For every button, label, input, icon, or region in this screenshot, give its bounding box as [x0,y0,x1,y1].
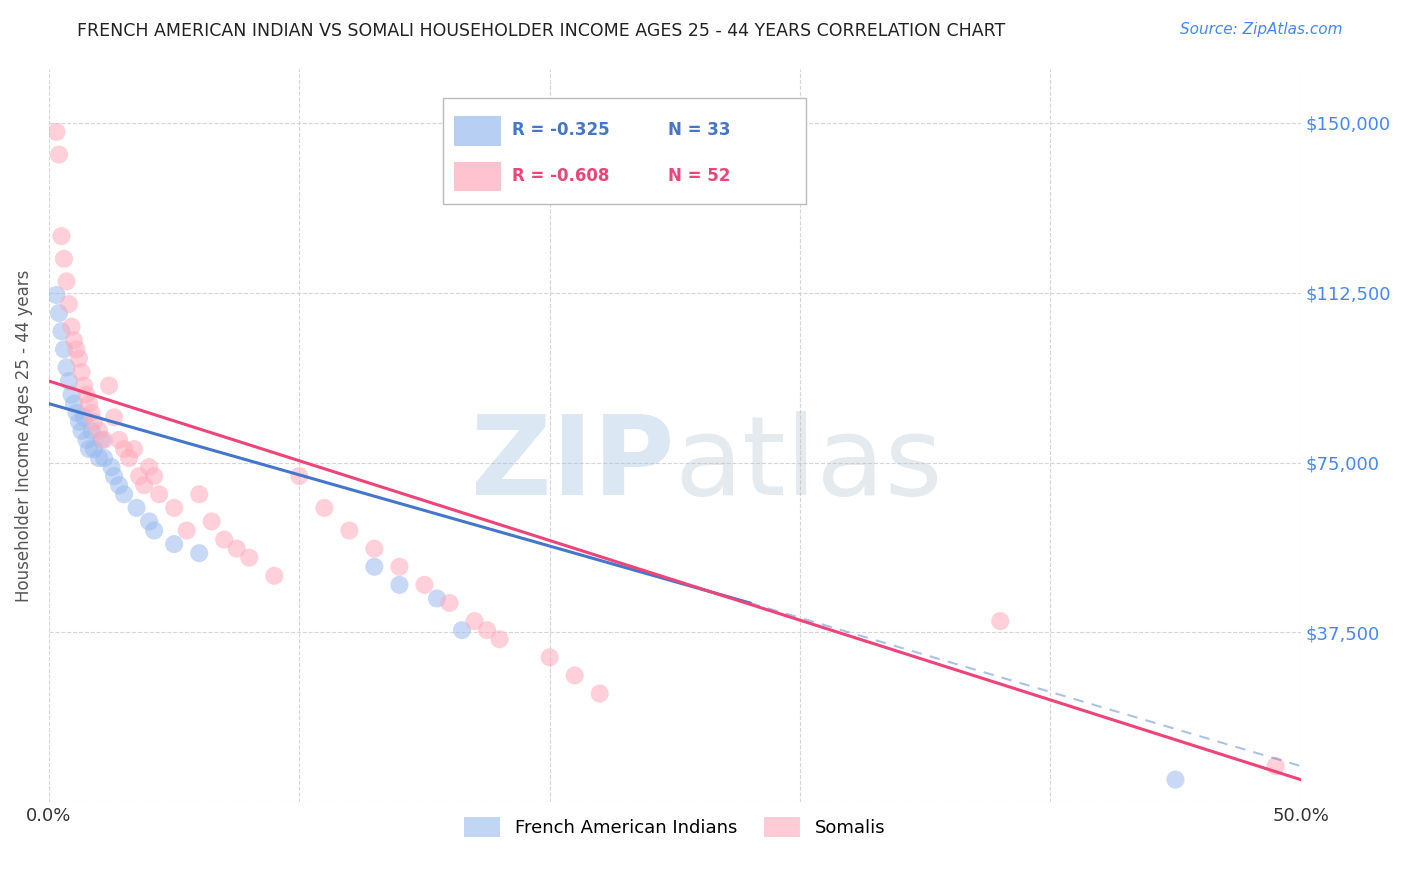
Point [80,406,103,420]
Point [60,319,83,334]
Point [58,297,80,311]
Point [238,550,260,565]
Point [70,365,93,379]
Point [143,469,166,483]
Point [93,433,115,447]
Point [148,487,170,501]
Point [128,469,150,483]
Point [48,306,70,320]
Text: atlas: atlas [675,411,943,518]
Text: ZIP: ZIP [471,411,675,518]
Point [589,687,612,701]
Legend: French American Indians, Somalis: French American Indians, Somalis [457,809,893,845]
Point [67,415,90,429]
Point [45,288,67,302]
Point [98,378,121,392]
Point [212,533,235,547]
Point [122,442,145,456]
Text: FRENCH AMERICAN INDIAN VS SOMALI HOUSEHOLDER INCOME AGES 25 - 44 YEARS CORRELATI: FRENCH AMERICAN INDIAN VS SOMALI HOUSEHO… [77,22,1005,40]
Point [63,333,86,347]
Point [76,387,98,401]
Text: Source: ZipAtlas.com: Source: ZipAtlas.com [1180,22,1343,37]
Point [87,424,110,438]
Point [564,668,586,682]
Point [83,442,105,456]
Point [80,424,103,438]
Point [58,374,80,388]
Point [65,343,87,357]
Point [388,578,411,592]
Point [51,324,73,338]
Point [83,415,105,429]
Point [93,450,115,465]
Point [48,147,70,161]
Point [77,442,100,456]
Point [118,450,141,465]
Point [55,360,77,375]
Point [76,433,98,447]
Point [45,125,67,139]
Point [1264,759,1286,773]
Point [73,410,96,425]
Point [53,252,76,266]
Point [138,460,160,475]
Point [337,524,360,538]
Point [73,378,96,392]
Point [112,442,135,456]
Point [363,559,385,574]
Point [108,478,131,492]
Point [108,433,131,447]
Point [55,274,77,288]
Point [112,487,135,501]
Point [163,500,186,515]
Point [288,469,311,483]
Point [188,487,211,501]
Point [143,524,166,538]
Point [263,569,285,583]
Point [125,500,148,515]
Point [163,537,186,551]
Point [65,406,87,420]
Point [388,559,411,574]
Point [90,433,112,447]
Point [100,460,122,475]
Point [132,478,155,492]
Point [1164,772,1187,787]
Point [538,650,561,665]
Point [488,632,510,647]
Point [451,623,474,637]
Point [464,614,486,628]
Point [77,397,100,411]
Point [363,541,385,556]
Point [201,515,224,529]
Point [103,410,125,425]
Point [53,343,76,357]
Point [475,623,498,637]
Point [225,541,247,556]
Point [103,469,125,483]
Y-axis label: Householder Income Ages 25 - 44 years: Householder Income Ages 25 - 44 years [15,269,32,601]
Point [87,450,110,465]
Point [138,515,160,529]
Point [70,424,93,438]
Point [63,397,86,411]
Point [51,229,73,244]
Point [439,596,461,610]
Point [413,578,436,592]
Point [314,500,336,515]
Point [176,524,198,538]
Point [60,387,83,401]
Point [188,546,211,560]
Point [67,351,90,366]
Point [988,614,1011,628]
Point [426,591,449,606]
